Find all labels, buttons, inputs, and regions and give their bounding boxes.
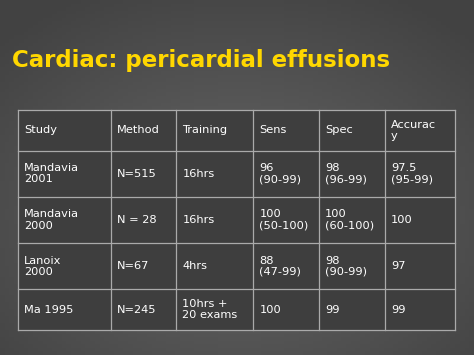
Text: Mandavia
2000: Mandavia 2000	[24, 209, 79, 231]
Text: 16hrs: 16hrs	[182, 169, 215, 179]
Text: 99: 99	[325, 305, 340, 315]
Text: 100: 100	[391, 215, 412, 225]
Text: 10hrs +
20 exams: 10hrs + 20 exams	[182, 299, 238, 320]
Text: 98
(90-99): 98 (90-99)	[325, 256, 367, 277]
Text: Sens: Sens	[259, 125, 287, 135]
Text: 99: 99	[391, 305, 405, 315]
Text: Spec: Spec	[325, 125, 353, 135]
Text: 100: 100	[259, 305, 281, 315]
Text: Study: Study	[24, 125, 57, 135]
Text: Accurac
y: Accurac y	[391, 120, 436, 141]
Text: 97: 97	[391, 261, 405, 271]
Bar	[18, 110, 455, 330]
Text: 96
(90-99): 96 (90-99)	[259, 163, 301, 184]
Text: 98
(96-99): 98 (96-99)	[325, 163, 367, 184]
Text: Cardiac: pericardial effusions: Cardiac: pericardial effusions	[12, 49, 390, 72]
Text: N = 28: N = 28	[117, 215, 156, 225]
Text: 100
(60-100): 100 (60-100)	[325, 209, 374, 231]
Text: 88
(47-99): 88 (47-99)	[259, 256, 301, 277]
Text: Training: Training	[182, 125, 228, 135]
Text: 100
(50-100): 100 (50-100)	[259, 209, 309, 231]
Text: N=245: N=245	[117, 305, 156, 315]
Text: Mandavia
2001: Mandavia 2001	[24, 163, 79, 184]
Text: Lanoix
2000: Lanoix 2000	[24, 256, 61, 277]
Text: 4hrs: 4hrs	[182, 261, 208, 271]
Text: Method: Method	[117, 125, 160, 135]
Text: N=67: N=67	[117, 261, 149, 271]
Text: N=515: N=515	[117, 169, 156, 179]
Text: 97.5
(95-99): 97.5 (95-99)	[391, 163, 433, 184]
Text: 16hrs: 16hrs	[182, 215, 215, 225]
Text: Ma 1995: Ma 1995	[24, 305, 73, 315]
